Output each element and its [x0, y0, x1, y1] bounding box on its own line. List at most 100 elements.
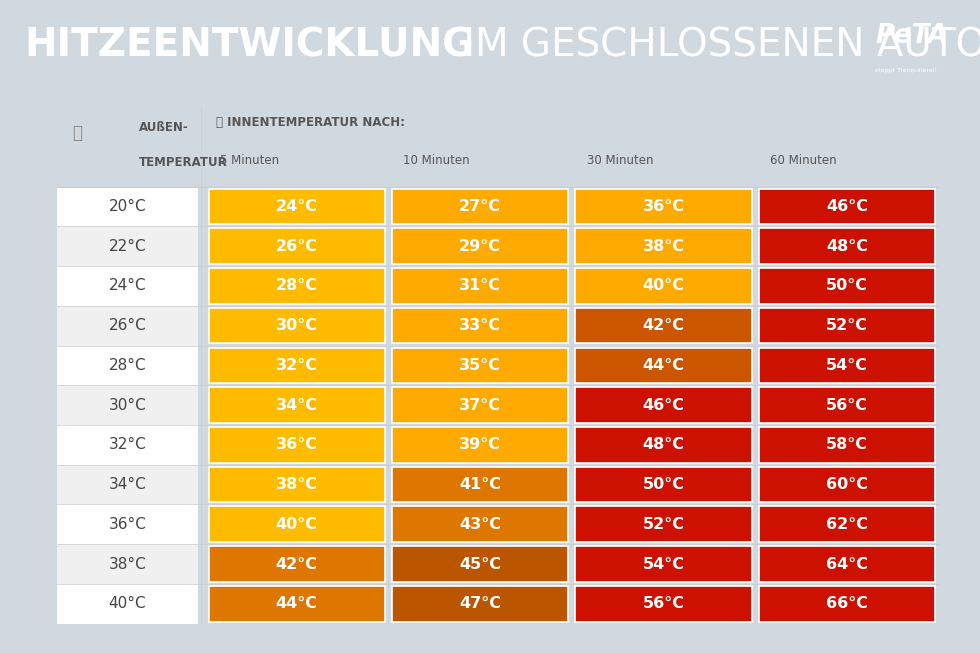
Bar [575, 427, 752, 462]
Bar [575, 467, 752, 502]
Bar [209, 347, 385, 383]
Text: AUßEN-: AUßEN- [139, 121, 188, 134]
Text: 46°C: 46°C [826, 199, 868, 214]
Bar [575, 229, 752, 264]
Bar [57, 187, 198, 227]
Bar [209, 189, 385, 224]
Text: 47°C: 47°C [460, 596, 501, 611]
Text: 66°C: 66°C [826, 596, 868, 611]
Text: 52°C: 52°C [826, 318, 868, 333]
Bar [392, 387, 568, 423]
Text: 24°C: 24°C [275, 199, 318, 214]
Text: 22°C: 22°C [109, 239, 146, 254]
Text: 30°C: 30°C [109, 398, 146, 413]
Bar [57, 584, 198, 624]
Text: 28°C: 28°C [109, 358, 146, 373]
Text: 38°C: 38°C [275, 477, 318, 492]
Bar [392, 427, 568, 462]
Bar [392, 507, 568, 542]
Bar [392, 546, 568, 582]
Text: 37°C: 37°C [460, 398, 501, 413]
Text: 28°C: 28°C [275, 278, 318, 293]
Text: 62°C: 62°C [826, 517, 868, 532]
Bar [759, 308, 935, 343]
Bar [57, 266, 198, 306]
Bar [759, 467, 935, 502]
Text: 40°C: 40°C [275, 517, 318, 532]
Text: ⏱ INNENTEMPERATUR NACH:: ⏱ INNENTEMPERATUR NACH: [216, 116, 405, 129]
Bar [392, 467, 568, 502]
Text: 54°C: 54°C [643, 556, 685, 571]
Text: 36°C: 36°C [275, 438, 318, 453]
Bar [759, 586, 935, 622]
Text: 30°C: 30°C [275, 318, 318, 333]
Bar [759, 387, 935, 423]
Text: 34°C: 34°C [275, 398, 318, 413]
Bar [57, 504, 198, 544]
Text: 26°C: 26°C [109, 318, 146, 333]
Text: 42°C: 42°C [643, 318, 685, 333]
Text: 58°C: 58°C [826, 438, 868, 453]
Text: 24°C: 24°C [109, 278, 146, 293]
Bar [759, 507, 935, 542]
Bar [392, 586, 568, 622]
Bar [392, 268, 568, 304]
Bar [209, 387, 385, 423]
Text: 30 Minuten: 30 Minuten [587, 155, 653, 167]
Bar [575, 586, 752, 622]
Bar [575, 546, 752, 582]
Text: 38°C: 38°C [109, 556, 146, 571]
Bar [392, 229, 568, 264]
Bar [392, 189, 568, 224]
Text: 20°C: 20°C [109, 199, 146, 214]
Text: 52°C: 52°C [643, 517, 685, 532]
Bar [759, 189, 935, 224]
Text: 42°C: 42°C [275, 556, 318, 571]
Bar [392, 308, 568, 343]
Text: 56°C: 56°C [643, 596, 685, 611]
Text: 41°C: 41°C [460, 477, 501, 492]
Text: 36°C: 36°C [643, 199, 685, 214]
Bar [57, 465, 198, 504]
Text: 50°C: 50°C [643, 477, 685, 492]
Text: 27°C: 27°C [460, 199, 501, 214]
Text: IM GESCHLOSSENEN AUTO: IM GESCHLOSSENEN AUTO [451, 26, 980, 64]
Text: 64°C: 64°C [826, 556, 868, 571]
Text: 44°C: 44°C [643, 358, 685, 373]
Text: 36°C: 36°C [109, 517, 146, 532]
Text: 35°C: 35°C [460, 358, 501, 373]
Text: 29°C: 29°C [460, 239, 501, 254]
Text: 44°C: 44°C [275, 596, 318, 611]
Bar [57, 345, 198, 385]
Text: 54°C: 54°C [826, 358, 868, 373]
Text: 26°C: 26°C [275, 239, 318, 254]
Text: 48°C: 48°C [643, 438, 685, 453]
Text: 🌡: 🌡 [72, 124, 82, 142]
Text: TEMPERATUR: TEMPERATUR [139, 156, 227, 169]
Text: 40°C: 40°C [643, 278, 685, 293]
Bar [575, 268, 752, 304]
Text: 33°C: 33°C [460, 318, 501, 333]
Text: 39°C: 39°C [460, 438, 501, 453]
Text: 38°C: 38°C [643, 239, 685, 254]
Bar [57, 544, 198, 584]
Bar [759, 347, 935, 383]
Text: 45°C: 45°C [460, 556, 501, 571]
Text: 50°C: 50°C [826, 278, 868, 293]
Text: 40°C: 40°C [109, 596, 146, 611]
Text: 46°C: 46°C [643, 398, 685, 413]
Bar [759, 229, 935, 264]
Text: 48°C: 48°C [826, 239, 868, 254]
Text: 31°C: 31°C [460, 278, 501, 293]
Bar [57, 425, 198, 465]
Bar [759, 546, 935, 582]
Bar [575, 347, 752, 383]
Bar [209, 546, 385, 582]
Bar [575, 308, 752, 343]
Bar [209, 229, 385, 264]
Bar [209, 427, 385, 462]
Bar [392, 347, 568, 383]
Bar [209, 507, 385, 542]
Bar [209, 268, 385, 304]
Text: 32°C: 32°C [109, 438, 146, 453]
